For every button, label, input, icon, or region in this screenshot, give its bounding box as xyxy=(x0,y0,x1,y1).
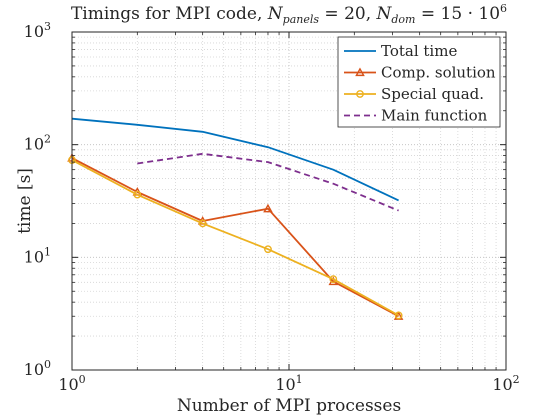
y-tick-label: 102 xyxy=(24,133,51,154)
legend: Total time Comp. solution Special quad. Mai… xyxy=(337,36,501,128)
tick-labels: 100 101 102 100 101 102 103 xyxy=(24,20,520,394)
title-dom-equals: = 15 · 10 xyxy=(416,4,501,24)
x-tick-label: 100 xyxy=(58,373,85,394)
legend-box xyxy=(337,36,501,128)
title-prefix: Timings for MPI code, xyxy=(71,4,268,24)
series-layer xyxy=(67,117,404,320)
axis-ticks xyxy=(71,31,507,371)
data-point-special-quad xyxy=(394,311,403,320)
x-tick-label: 101 xyxy=(275,373,302,394)
series-line-total-time xyxy=(71,117,399,202)
title-panels-equals: = 20, xyxy=(319,4,377,24)
title-n-symbol: N xyxy=(267,4,284,24)
x-tick-label: 102 xyxy=(492,373,519,394)
title-dom-exponent: 6 xyxy=(500,2,507,15)
data-point-comp-solution xyxy=(263,203,273,213)
x-axis-label: Number of MPI processes xyxy=(177,396,401,416)
y-axis-label: time [s] xyxy=(15,168,35,234)
title-n-symbol-2: N xyxy=(376,4,393,24)
legend-marker-comp-solution xyxy=(355,67,365,77)
series-line-special-quad xyxy=(71,159,400,317)
series-line-comp-solution xyxy=(71,157,400,317)
series-main-function xyxy=(137,152,399,212)
y-tick-label: 100 xyxy=(24,358,51,379)
data-point-special-quad xyxy=(329,275,338,284)
y-tick-label: 103 xyxy=(24,20,51,41)
title-dom-subscript: dom xyxy=(391,13,415,26)
legend-label-special-quad: Special quad. xyxy=(381,85,484,103)
y-tick-label: 101 xyxy=(24,245,51,266)
legend-label-total-time: Total time xyxy=(381,42,457,60)
data-point-special-quad xyxy=(264,245,272,254)
chart-title: Timings for MPI code, Npanels = 20, Ndom… xyxy=(71,2,507,26)
data-point-special-quad xyxy=(198,219,207,228)
series-line-main-function xyxy=(137,152,399,212)
legend-label-comp-solution: Comp. solution xyxy=(381,64,496,82)
legend-marker-special-quad xyxy=(356,90,364,98)
title-panels-subscript: panels xyxy=(283,13,320,26)
data-point-special-quad xyxy=(133,190,142,199)
legend-label-main-function: Main function xyxy=(381,107,488,125)
series-total-time xyxy=(71,117,399,202)
